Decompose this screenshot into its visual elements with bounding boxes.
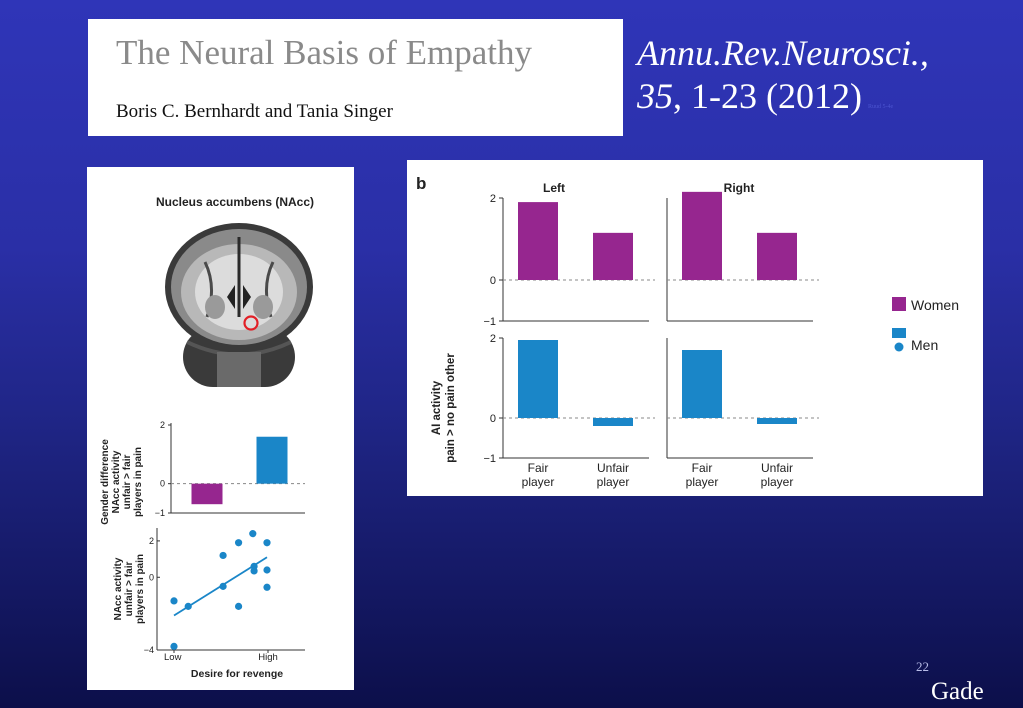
gd-ytick-label: −1 [155,508,165,518]
sc-ylabel-line: players in pain [135,554,146,624]
legend-men-dot [894,342,904,352]
legend-women-label: Women [911,297,959,313]
sc-point [234,539,243,547]
panel-b-label: b [416,174,426,193]
ai-ytick-label: −1 [483,316,496,328]
ai-bar [593,232,633,280]
citation: Annu.Rev.Neurosci., 35, 1-23 (2012) Ruud … [637,32,929,129]
nacc-figure-panel: Nucleus accumbens (NAcc) Gender differen… [87,167,354,690]
gd-bar [256,436,288,484]
ai-bar [593,418,633,426]
citation-journal: Annu.Rev.Neurosci., [637,33,929,73]
ai-category-label: Fair [528,461,549,475]
ai-category-label: player [597,475,630,489]
column-title-right: Right [724,181,755,195]
sc-point [219,551,227,560]
sc-point [249,530,257,538]
gd-ytick-label: 0 [160,479,165,489]
sc-xtick-label: Low [164,652,182,663]
ai-ylabel-line: pain > no pain other [445,353,457,463]
ai-category-label: player [522,475,555,489]
gd-ylabel-line: unfair > fair [122,455,133,510]
citation-volume: 35 [637,76,673,116]
ai-category-label: Unfair [761,461,793,475]
legend: Women Men [892,297,959,353]
gd-ytick-label: 2 [160,420,165,430]
ai-bar [518,202,558,280]
ai-ytick-label: 0 [490,275,496,287]
article-authors: Boris C. Bernhardt and Tania Singer [116,101,393,122]
gd-ylabel-line: players in pain [133,447,144,517]
ai-bar [682,191,722,280]
ai-bar [518,340,558,418]
article-title: The Neural Basis of Empathy [116,33,533,72]
ai-ytick-label: 2 [490,193,496,205]
nacc-marker-circle [243,315,259,331]
gd-ylabel-line: NAcc activity [111,450,122,513]
article-header-image: The Neural Basis of Empathy Boris C. Ber… [88,19,623,136]
sc-point [263,539,271,547]
sc-xlabel: Desire for revenge [191,668,283,680]
brain-mri-image [161,217,317,387]
revenge-scatter-chart: NAcc activity unfair > fair players in p… [113,528,305,680]
ai-bar [682,350,722,418]
ai-ylabel-line: AI activity [431,380,443,435]
legend-men-swatch [892,328,906,338]
sc-point [170,597,178,605]
sc-xtick-label: High [258,652,278,663]
ai-category-label: Unfair [597,461,629,475]
gd-ylabel: Gender difference NAcc activity unfair >… [100,439,144,525]
gd-ylabel-line: Gender difference [100,439,111,525]
sc-ytick-label: 0 [149,572,154,582]
sc-point [250,567,258,575]
column-title-left: Left [543,181,565,195]
ai-activity-figure-panel: b AI activity pain > no pain other Left … [407,160,983,496]
sc-point [184,602,192,610]
ai-category-label: player [761,475,794,489]
sc-ylabel-line: NAcc activity [113,557,124,620]
sc-point [234,602,243,610]
sc-ytick-label: 2 [149,536,154,546]
ai-category-label: Fair [692,461,713,475]
sc-point [263,566,271,574]
citation-tiny-note: Ruud 5-4e [867,104,894,110]
ai-category-label: player [686,475,719,489]
ai-bar [757,232,797,280]
ai-ytick-label: 0 [490,413,496,425]
slide-number: 22 [916,659,929,674]
sc-point [219,582,227,590]
gd-bar [191,483,223,505]
footer-name: Gade [931,678,984,705]
sc-point [263,583,271,591]
nacc-title: Nucleus accumbens (NAcc) [156,195,314,209]
legend-men-label: Men [911,337,938,353]
gender-difference-chart: Gender difference NAcc activity unfair >… [100,420,305,525]
sc-ytick-label: −4 [144,645,154,655]
ai-activity-svg: b AI activity pain > no pain other Left … [416,174,959,489]
nacc-figure-svg: Nucleus accumbens (NAcc) Gender differen… [100,195,317,680]
citation-pages-year: , 1-23 (2012) [673,76,862,116]
sc-ylabel-line: unfair > fair [124,562,135,617]
ai-bar [757,418,797,424]
legend-women-swatch [892,297,906,311]
sc-point [170,642,178,650]
ai-ytick-label: 2 [490,333,496,345]
ai-ytick-label: −1 [483,453,496,465]
